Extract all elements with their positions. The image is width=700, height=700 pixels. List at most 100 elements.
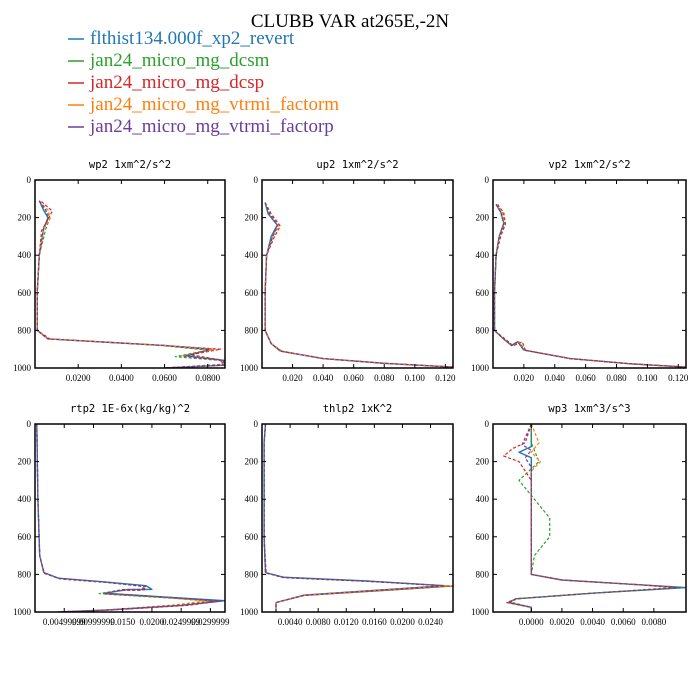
x-tick-label: 0.0200 [66, 373, 91, 383]
y-tick-label: 600 [245, 288, 259, 298]
series-line-5 [36, 424, 223, 612]
x-tick-label: 0.080 [374, 373, 395, 383]
series-group [263, 424, 453, 612]
panel-2: up2 1xm^2/s^2 0 200 400 600 800 1000 0.020 0.040… [240, 159, 456, 383]
series-line-4 [36, 200, 224, 368]
y-tick-label: 1000 [13, 607, 32, 617]
legend-label: jan24_micro_mg_vtrmi_factorm [89, 94, 339, 115]
series-line-1 [264, 202, 453, 368]
series-group [493, 204, 686, 368]
panel-1: wp2 1xm^2/s^2 0 200 400 600 800 1000 0.0200 0.04… [13, 159, 226, 383]
plot-frame [261, 179, 454, 369]
plot-frame [34, 423, 226, 613]
y-tick-label: 200 [476, 213, 490, 223]
y-tick-label: 200 [476, 457, 490, 467]
x-tick-label: 0.040 [545, 373, 566, 383]
panel-title: wp3 1xm^3/s^3 [548, 403, 630, 415]
series-group [36, 200, 225, 368]
plot-frame [261, 423, 454, 613]
x-tick-label: 0.00999999 [72, 617, 115, 627]
x-tick-label: 0.0800 [195, 373, 220, 383]
y-tick-label: 400 [18, 494, 32, 504]
x-tick-label: 0.080 [606, 373, 627, 383]
legend-label: jan24_micro_mg_vtrmi_factorp [89, 116, 334, 137]
y-tick-label: 0 [254, 419, 259, 429]
x-tick-label: 0.060 [344, 373, 365, 383]
panel-title: wp2 1xm^2/s^2 [89, 159, 171, 171]
series-line-2 [493, 204, 686, 368]
y-tick-label: 400 [476, 250, 490, 260]
series-line-4 [512, 424, 673, 612]
series-line-2 [264, 202, 453, 368]
x-tick-label: 0.0400 [109, 373, 134, 383]
y-tick-label: 1000 [240, 363, 259, 373]
panel-5: thlp2 1xK^2 0 200 400 600 800 1000 0.0040 0.0080… [240, 403, 454, 627]
x-tick-label: 0.0000 [519, 617, 544, 627]
y-tick-label: 0 [27, 419, 32, 429]
x-tick-label: 0.0600 [152, 373, 177, 383]
y-tick-label: 400 [18, 250, 32, 260]
series-line-1 [36, 200, 225, 368]
y-tick-label: 400 [245, 494, 259, 504]
series-group [36, 424, 225, 612]
x-tick-label: 0.0200 [140, 617, 165, 627]
x-tick-label: 0.0299999 [191, 617, 230, 627]
x-tick-label: 0.0080 [306, 617, 331, 627]
y-tick-label: 0 [485, 419, 490, 429]
y-tick-label: 400 [476, 494, 490, 504]
x-tick-label: 0.100 [405, 373, 426, 383]
series-line-4 [264, 202, 453, 368]
series-line-3 [493, 204, 686, 368]
y-tick-label: 800 [476, 325, 490, 335]
y-tick-label: 1000 [240, 607, 259, 617]
series-line-1 [507, 424, 686, 612]
y-tick-label: 800 [476, 569, 490, 579]
panel-3: vp2 1xm^2/s^2 0 200 400 600 800 1000 0.020 0.040… [471, 159, 689, 383]
y-tick-label: 600 [476, 532, 490, 542]
series-line-2 [507, 424, 682, 612]
plot-frame [34, 179, 226, 369]
x-tick-label: 0.120 [668, 373, 689, 383]
x-tick-label: 0.0240 [418, 617, 443, 627]
x-tick-label: 0.0120 [334, 617, 359, 627]
y-tick-label: 800 [245, 325, 259, 335]
y-tick-label: 0 [254, 175, 259, 185]
panel-6: wp3 1xm^3/s^3 0 200 400 600 800 1000 0.0000 0.00… [471, 403, 687, 627]
legend-label: flthist134.000f_xp2_revert [90, 28, 295, 49]
series-group [503, 424, 686, 612]
series-line-5 [263, 424, 446, 612]
y-tick-label: 600 [476, 288, 490, 298]
x-tick-label: 0.040 [313, 373, 334, 383]
x-tick-label: 0.0249999 [162, 617, 201, 627]
panel-title: thlp2 1xK^2 [323, 403, 393, 415]
y-tick-label: 600 [18, 532, 32, 542]
x-tick-label: 0.120 [435, 373, 456, 383]
x-tick-label: 0.100 [637, 373, 658, 383]
x-tick-label: 0.0060 [611, 617, 636, 627]
x-tick-label: 0.020 [282, 373, 303, 383]
panel-4: rtp2 1E-6x(kg/kg)^2 0 200 400 600 800 1000 0.00… [13, 403, 230, 627]
y-tick-label: 1000 [471, 363, 490, 373]
x-tick-label: 0.0080 [641, 617, 666, 627]
y-tick-label: 0 [485, 175, 490, 185]
y-tick-label: 200 [245, 457, 259, 467]
x-tick-label: 0.0200 [390, 617, 415, 627]
series-group [264, 202, 453, 368]
series-line-3 [264, 202, 453, 368]
y-tick-label: 200 [18, 213, 32, 223]
x-tick-label: 0.0040 [580, 617, 605, 627]
y-tick-label: 600 [18, 288, 32, 298]
x-tick-label: 0.0160 [362, 617, 387, 627]
series-line-5 [264, 202, 453, 368]
y-tick-label: 200 [18, 457, 32, 467]
y-tick-label: 1000 [13, 363, 32, 373]
y-tick-label: 800 [18, 569, 32, 579]
figure-title: CLUBB VAR at265E,-2N [251, 11, 450, 32]
plot-frame [492, 423, 687, 613]
x-tick-label: 0.060 [576, 373, 597, 383]
series-line-5 [509, 424, 681, 612]
y-tick-label: 200 [245, 213, 259, 223]
x-tick-label: 0.0150 [110, 617, 135, 627]
panel-title: vp2 1xm^2/s^2 [548, 159, 630, 171]
series-line-5 [36, 200, 225, 368]
